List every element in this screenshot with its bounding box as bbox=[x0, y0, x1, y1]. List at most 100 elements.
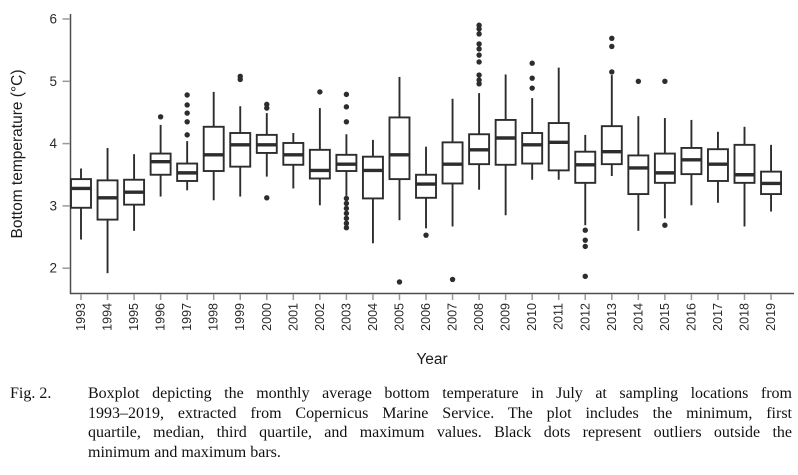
iqr-box bbox=[388, 116, 411, 181]
x-tick-label-1999: 1999 bbox=[233, 303, 247, 331]
x-tick-label-2010: 2010 bbox=[525, 303, 539, 331]
y-tick-label: 3 bbox=[49, 198, 57, 213]
outlier-dot bbox=[264, 101, 270, 108]
boxplot-2010 bbox=[521, 60, 544, 180]
outlier-dot bbox=[343, 225, 350, 231]
outlier-dot bbox=[184, 110, 190, 116]
iqr-box bbox=[653, 152, 676, 184]
iqr-box bbox=[149, 152, 172, 176]
iqr-box bbox=[229, 132, 252, 168]
x-tick-label-2006: 2006 bbox=[419, 303, 433, 331]
x-tick-label-1997: 1997 bbox=[180, 303, 194, 331]
x-tick-label-2008: 2008 bbox=[472, 303, 486, 331]
figure-caption-text: Boxplot depicting the monthly average bo… bbox=[88, 384, 792, 462]
boxplot-1996 bbox=[149, 114, 172, 197]
outlier-dot bbox=[609, 43, 615, 50]
caption-line-4: minimum and maximum bars. bbox=[88, 443, 281, 461]
x-tick-label-2003: 2003 bbox=[339, 303, 353, 331]
iqr-box bbox=[733, 143, 756, 184]
boxplot-chart: 2 3 4 5 6 1993 1994 1995 1996 1997 1998 1999 2000 200… bbox=[9, 12, 794, 368]
boxplot-2005 bbox=[388, 76, 411, 285]
outlier-dot bbox=[582, 273, 588, 279]
boxplot-2007 bbox=[441, 98, 464, 283]
x-tick-label-2014: 2014 bbox=[631, 303, 645, 331]
x-tick-label-2001: 2001 bbox=[286, 303, 300, 331]
iqr-box bbox=[70, 178, 92, 209]
x-tick-label-2002: 2002 bbox=[313, 303, 327, 331]
x-tick-label-2009: 2009 bbox=[499, 303, 513, 331]
boxplot-2017 bbox=[707, 131, 729, 203]
caption-line-3: quartile, median, third quartile, and ma… bbox=[88, 424, 792, 441]
boxplot-2004 bbox=[361, 139, 384, 244]
boxplot-2001 bbox=[282, 133, 305, 189]
iqr-box bbox=[361, 155, 384, 200]
iqr-box bbox=[415, 173, 437, 199]
outlier-dot bbox=[343, 104, 350, 110]
iqr-box bbox=[627, 154, 650, 196]
outlier-dot bbox=[476, 22, 482, 28]
outlier-dot bbox=[476, 77, 482, 83]
boxplot-2000 bbox=[255, 101, 278, 201]
x-tick-label-1995: 1995 bbox=[127, 303, 141, 331]
x-axis-title: Year bbox=[416, 351, 447, 368]
outlier-dot bbox=[184, 102, 190, 108]
iqr-box bbox=[202, 125, 225, 172]
outlier-dot bbox=[476, 59, 482, 65]
x-tick-label-2015: 2015 bbox=[658, 303, 672, 331]
boxplot-1998 bbox=[202, 91, 225, 201]
x-tick-label-2012: 2012 bbox=[578, 303, 592, 331]
x-tick-label-1993: 1993 bbox=[74, 303, 88, 331]
outlier-dot bbox=[476, 31, 482, 37]
boxplot-1999 bbox=[229, 73, 252, 197]
outlier-dot bbox=[184, 119, 190, 125]
outlier-dot bbox=[343, 220, 350, 227]
outlier-dot bbox=[317, 89, 323, 95]
boxplot-2002 bbox=[308, 89, 331, 206]
x-tick-label-2016: 2016 bbox=[684, 303, 698, 331]
iqr-box bbox=[96, 179, 119, 221]
outlier-dot bbox=[476, 81, 482, 87]
caption-line-1: Boxplot depicting the monthly average bo… bbox=[88, 385, 792, 402]
figure-label: Fig. 2. bbox=[10, 385, 52, 402]
x-tick-label-2018: 2018 bbox=[738, 303, 752, 331]
outlier-dot bbox=[343, 119, 350, 125]
iqr-box bbox=[574, 150, 597, 184]
x-tick-label-1998: 1998 bbox=[207, 303, 221, 331]
boxplot-2014 bbox=[627, 78, 650, 231]
outlier-dot bbox=[343, 200, 350, 207]
boxplot-1995 bbox=[123, 154, 146, 231]
x-tick-label-2011: 2011 bbox=[552, 303, 566, 330]
iqr-box bbox=[521, 132, 544, 165]
y-tick-label: 4 bbox=[49, 136, 57, 151]
outlier-dot bbox=[423, 232, 429, 238]
y-tick-label: 6 bbox=[49, 12, 57, 27]
outlier-dot bbox=[264, 105, 270, 111]
outlier-dot bbox=[343, 205, 350, 212]
iqr-box bbox=[547, 122, 570, 172]
boxplot-2019 bbox=[760, 144, 782, 212]
outlier-dot bbox=[184, 132, 190, 138]
y-axis-title: Bottom temperature (°C) bbox=[9, 69, 26, 238]
outlier-dot bbox=[529, 75, 535, 81]
outlier-dot bbox=[609, 35, 615, 42]
boxplot-2016 bbox=[680, 119, 703, 206]
boxplot-1997 bbox=[176, 92, 199, 191]
outlier-dot bbox=[529, 60, 535, 66]
y-tick-label: 5 bbox=[49, 74, 57, 89]
boxplot-2015 bbox=[653, 78, 676, 228]
x-tick-label-1996: 1996 bbox=[154, 303, 168, 331]
outlier-dot bbox=[396, 279, 403, 285]
outlier-dot bbox=[343, 91, 350, 98]
outlier-dot bbox=[476, 41, 482, 47]
boxplot-2003 bbox=[335, 91, 358, 231]
outlier-dot bbox=[237, 73, 243, 80]
outlier-dot bbox=[343, 215, 350, 222]
iqr-box bbox=[494, 118, 517, 166]
y-tick-label: 2 bbox=[49, 261, 57, 276]
outlier-dot bbox=[476, 52, 482, 58]
boxplot-1993 bbox=[70, 168, 92, 240]
x-tick-label-1994: 1994 bbox=[101, 303, 115, 331]
boxplot-2009 bbox=[494, 74, 517, 216]
outlier-dot bbox=[662, 222, 668, 228]
